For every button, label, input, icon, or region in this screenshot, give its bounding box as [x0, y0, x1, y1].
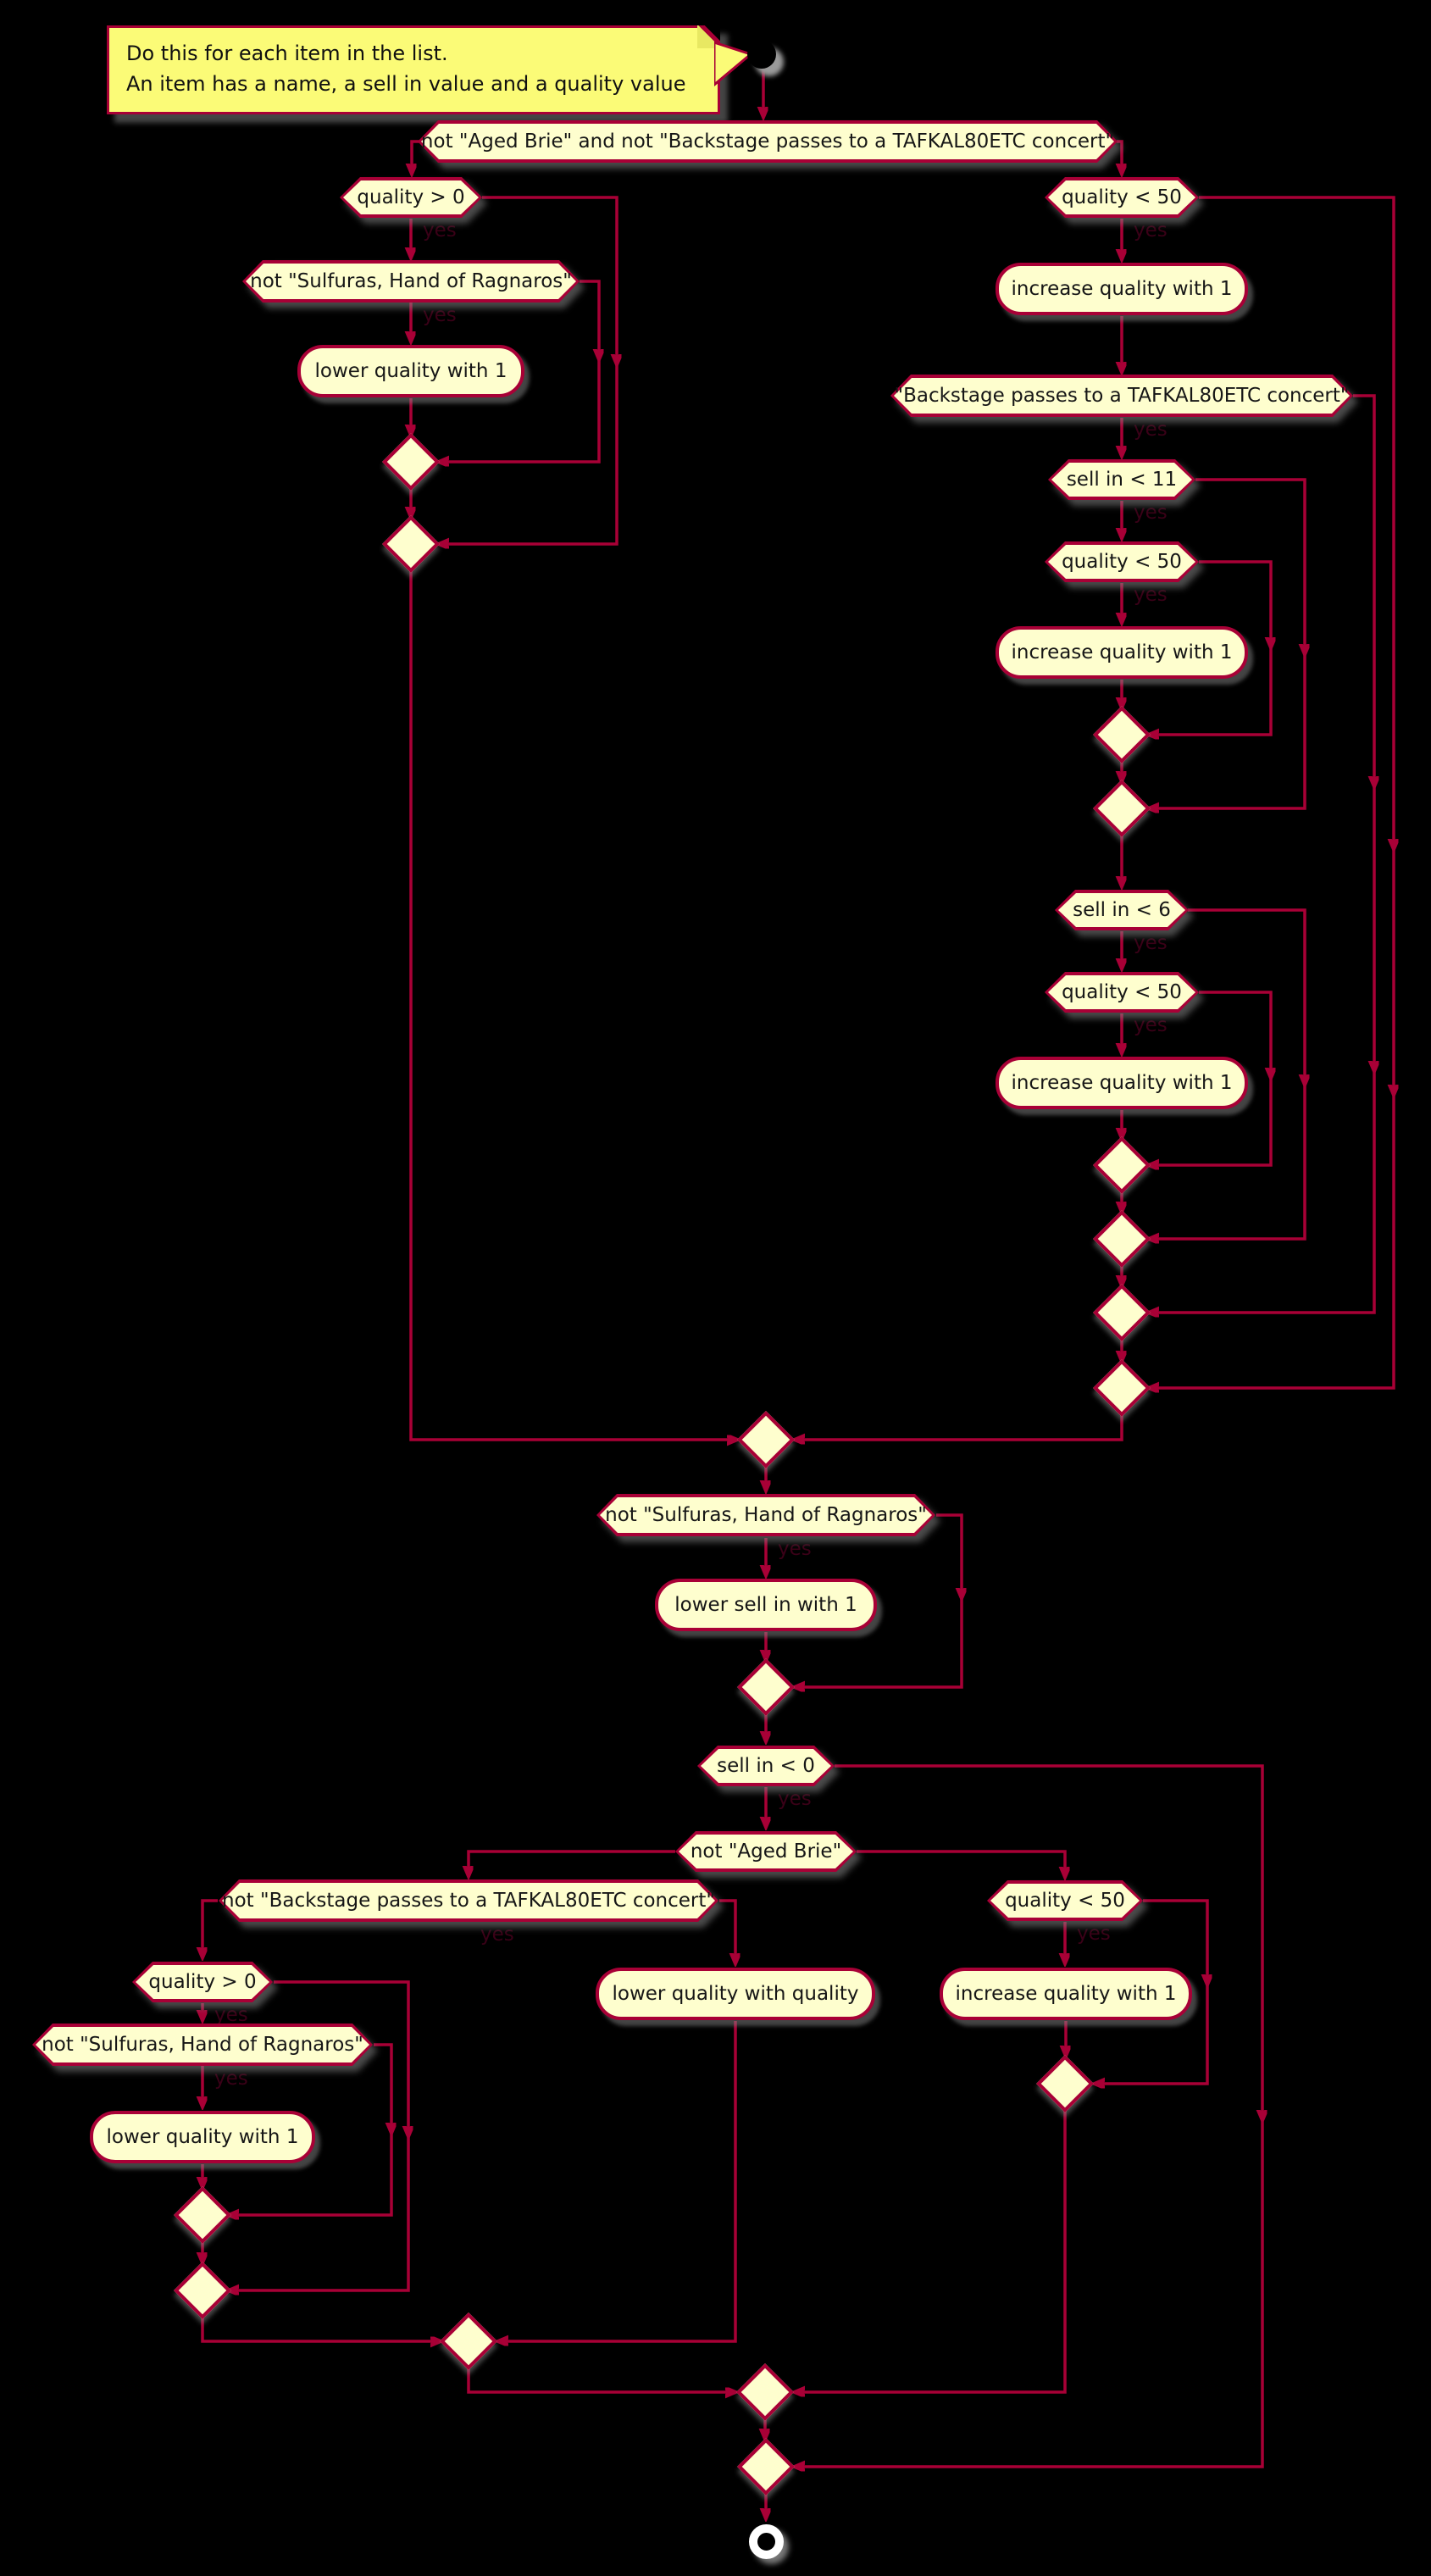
flow-arrow: [795, 1413, 1123, 1440]
condition-not-aged-brie-and-not-backstage: not "Aged Brie" and not "Backstage passe…: [418, 120, 1118, 163]
yes-branch-label: yes: [1077, 1923, 1111, 1945]
yes-branch-label: yes: [1134, 502, 1168, 524]
yes-branch-label: yes: [1134, 219, 1168, 242]
condition-label: quality > 0: [357, 186, 465, 208]
flow-arrow: [409, 569, 737, 1440]
start-node: [747, 40, 790, 82]
hexagon-fill: [679, 1835, 853, 1868]
condition-not-sulfuras: not "Sulfuras, Hand of Ragnaros": [242, 260, 580, 303]
condition-quality-gt-0-2: quality > 0: [132, 1962, 273, 2002]
condition-not-sulfuras-3: not "Sulfuras, Hand of Ragnaros": [32, 2024, 373, 2066]
start-dot: [747, 40, 776, 69]
note: Do this for each item in the list. An it…: [107, 25, 720, 115]
condition-label: quality < 50: [1005, 1890, 1125, 1912]
hexagon-fill: [421, 124, 1114, 159]
hexagon-fill: [990, 1884, 1140, 1918]
flow-arrow: [498, 2021, 737, 2341]
hexagon-fill: [1058, 893, 1185, 927]
hexagon-fill: [1048, 180, 1195, 214]
condition-label: not "Sulfuras, Hand of Ragnaros": [605, 1504, 927, 1526]
yes-branch-label: yes: [423, 304, 457, 326]
activity-lower-sell-in-with-1: lower sell in with 1: [655, 1579, 877, 1631]
condition-label: not "Aged Brie" and not "Backstage passe…: [420, 130, 1115, 153]
condition-quality-gt-0: quality > 0: [340, 177, 482, 218]
hexagon-fill: [36, 2027, 369, 2062]
yes-branch-label: yes: [214, 2068, 248, 2090]
condition-not-backstage-passes: not "Backstage passes to a TAFKAL80ETC c…: [219, 1879, 718, 1922]
flow-arrow: [467, 2366, 735, 2392]
condition-label: quality < 50: [1062, 186, 1182, 208]
condition-quality-lt-50-2: quality < 50: [1045, 541, 1199, 582]
activity-lower-quality-with-1-2: lower quality with 1: [90, 2111, 315, 2163]
flow-arrow: [1149, 196, 1395, 1388]
condition-sell-in-lt-6: sell in < 6: [1055, 890, 1189, 930]
note-pointer: [714, 41, 754, 86]
hexagon-fill: [222, 1883, 715, 1918]
end-node: [748, 2523, 784, 2559]
condition-label: quality < 50: [1062, 551, 1182, 573]
condition-label: sell in < 11: [1066, 469, 1178, 491]
condition-quality-lt-50-4: quality < 50: [987, 1880, 1143, 1921]
flow-arrow: [439, 196, 618, 544]
condition-label: "Backstage passes to a TAFKAL80ETC conce…: [894, 385, 1350, 407]
flow-arrow: [412, 140, 420, 174]
activity-increase-quality-with-1-4: increase quality with 1: [940, 1968, 1192, 2020]
activity-lower-quality-with-1: lower quality with 1: [297, 345, 524, 397]
flow-arrow: [795, 1764, 1264, 2467]
condition-label: not "Sulfuras, Hand of Ragnaros": [250, 270, 572, 292]
note-line1: Do this for each item in the list.: [126, 42, 448, 65]
condition-label: not "Backstage passes to a TAFKAL80ETC c…: [222, 1890, 715, 1912]
condition-label: not "Aged Brie": [690, 1840, 842, 1863]
condition-quality-lt-50-3: quality < 50: [1045, 972, 1199, 1013]
yes-branch-label: yes: [778, 1538, 812, 1560]
yes-branch-label: yes: [1134, 1014, 1168, 1036]
condition-quality-lt-50: quality < 50: [1045, 177, 1199, 218]
condition-label: sell in < 0: [717, 1755, 815, 1777]
activity-increase-quality-with-1: increase quality with 1: [996, 263, 1248, 315]
hexagon-fill: [1051, 463, 1192, 497]
yes-branch-label: yes: [1134, 932, 1168, 954]
flow-arrow: [1117, 140, 1122, 174]
condition-backstage-passes: "Backstage passes to a TAFKAL80ETC conce…: [890, 375, 1353, 417]
hexagon-fill: [343, 180, 479, 214]
yes-branch-label: yes: [778, 1788, 812, 1810]
flow-arrow: [201, 2315, 441, 2341]
flow-arrow: [439, 280, 601, 462]
flow-arrow: [857, 1850, 1065, 1877]
yes-branch-label: yes: [423, 219, 457, 242]
flow-arrow: [202, 1899, 218, 1957]
flow-arrow: [795, 2108, 1067, 2392]
hexagon-fill: [136, 1965, 269, 1999]
hexagon-fill: [600, 1497, 932, 1533]
condition-not-aged-brie: not "Aged Brie": [675, 1831, 857, 1872]
condition-label: sell in < 6: [1073, 899, 1171, 921]
note-line2: An item has a name, a sell in value and …: [126, 71, 686, 96]
flow-arrow: [469, 1850, 675, 1876]
hexagon-fill: [1048, 545, 1195, 579]
hexagon-fill: [894, 378, 1350, 414]
activity-increase-quality-with-1-2: increase quality with 1: [996, 626, 1248, 679]
activity-increase-quality-with-1-3: increase quality with 1: [996, 1057, 1248, 1109]
activity-lower-quality-with-quality: lower quality with quality: [596, 1968, 875, 2020]
condition-sell-in-lt-11: sell in < 11: [1048, 459, 1195, 500]
hexagon-fill: [246, 264, 576, 299]
yes-branch-label: yes: [480, 1924, 514, 1946]
hexagon-fill: [1048, 975, 1195, 1009]
flow-arrow: [1149, 394, 1376, 1313]
flow-arrow: [1095, 1899, 1209, 2084]
yes-branch-label: yes: [1134, 584, 1168, 606]
yes-branch-label: yes: [214, 2004, 248, 2026]
condition-not-sulfuras-2: not "Sulfuras, Hand of Ragnaros": [596, 1494, 935, 1536]
condition-label: not "Sulfuras, Hand of Ragnaros": [42, 2034, 363, 2056]
flow-arrow: [719, 1899, 735, 1963]
yes-branch-label: yes: [1134, 419, 1168, 441]
condition-sell-in-lt-0: sell in < 0: [697, 1746, 835, 1786]
condition-label: quality < 50: [1062, 981, 1182, 1003]
hexagon-fill: [701, 1749, 831, 1783]
condition-label: quality > 0: [148, 1971, 257, 1993]
